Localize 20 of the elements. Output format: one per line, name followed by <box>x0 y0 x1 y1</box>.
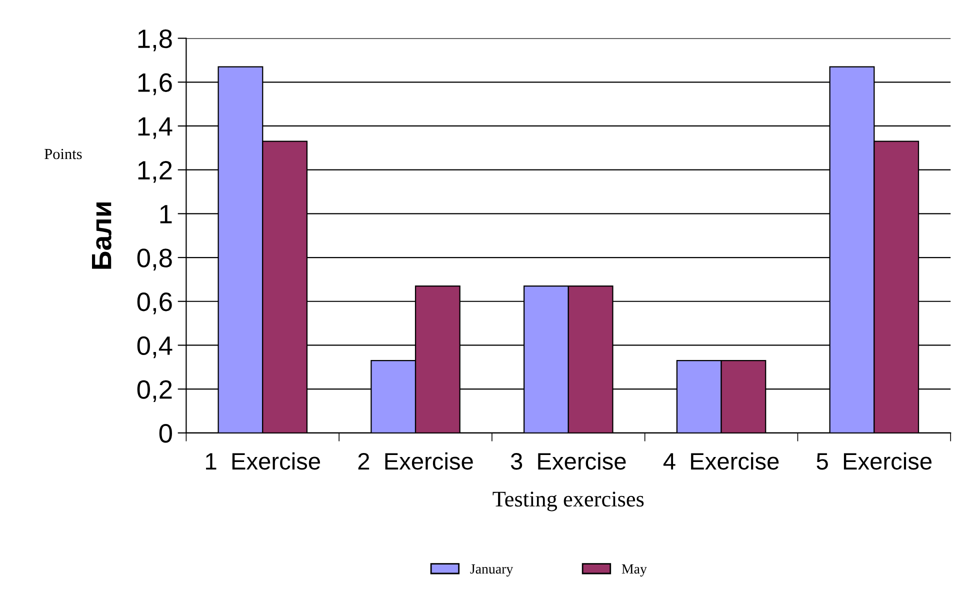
y-tick-label: 0 <box>159 424 172 443</box>
y-tick-label: 0,8 <box>137 248 172 270</box>
x-tick-label: 3 Exercise <box>510 452 626 470</box>
y-tick-label: 0,2 <box>137 380 172 402</box>
x-tick-label: 5 Exercise <box>816 452 932 470</box>
y-tick-label: 0,4 <box>137 336 172 358</box>
legend-label: January <box>470 564 514 576</box>
y-tick-label: 1 <box>160 205 172 224</box>
x-tick-label: 1 Exercise <box>206 452 320 470</box>
y-axis-title: Бали <box>92 202 112 269</box>
legend-label: May <box>622 564 647 576</box>
x-axis-title: Testing exercises <box>492 492 644 512</box>
x-tick-label: 4 Exercise <box>663 452 779 470</box>
x-tick-label: 2 Exercise <box>358 452 473 470</box>
y-tick-label: 1,2 <box>138 160 172 183</box>
y-tick-label: 0,6 <box>137 292 172 314</box>
text: Points <box>44 148 82 160</box>
y-tick-label: 1,4 <box>138 117 172 139</box>
y-tick-label: 1,6 <box>138 73 172 96</box>
y-tick-label: 1,8 <box>138 29 172 52</box>
